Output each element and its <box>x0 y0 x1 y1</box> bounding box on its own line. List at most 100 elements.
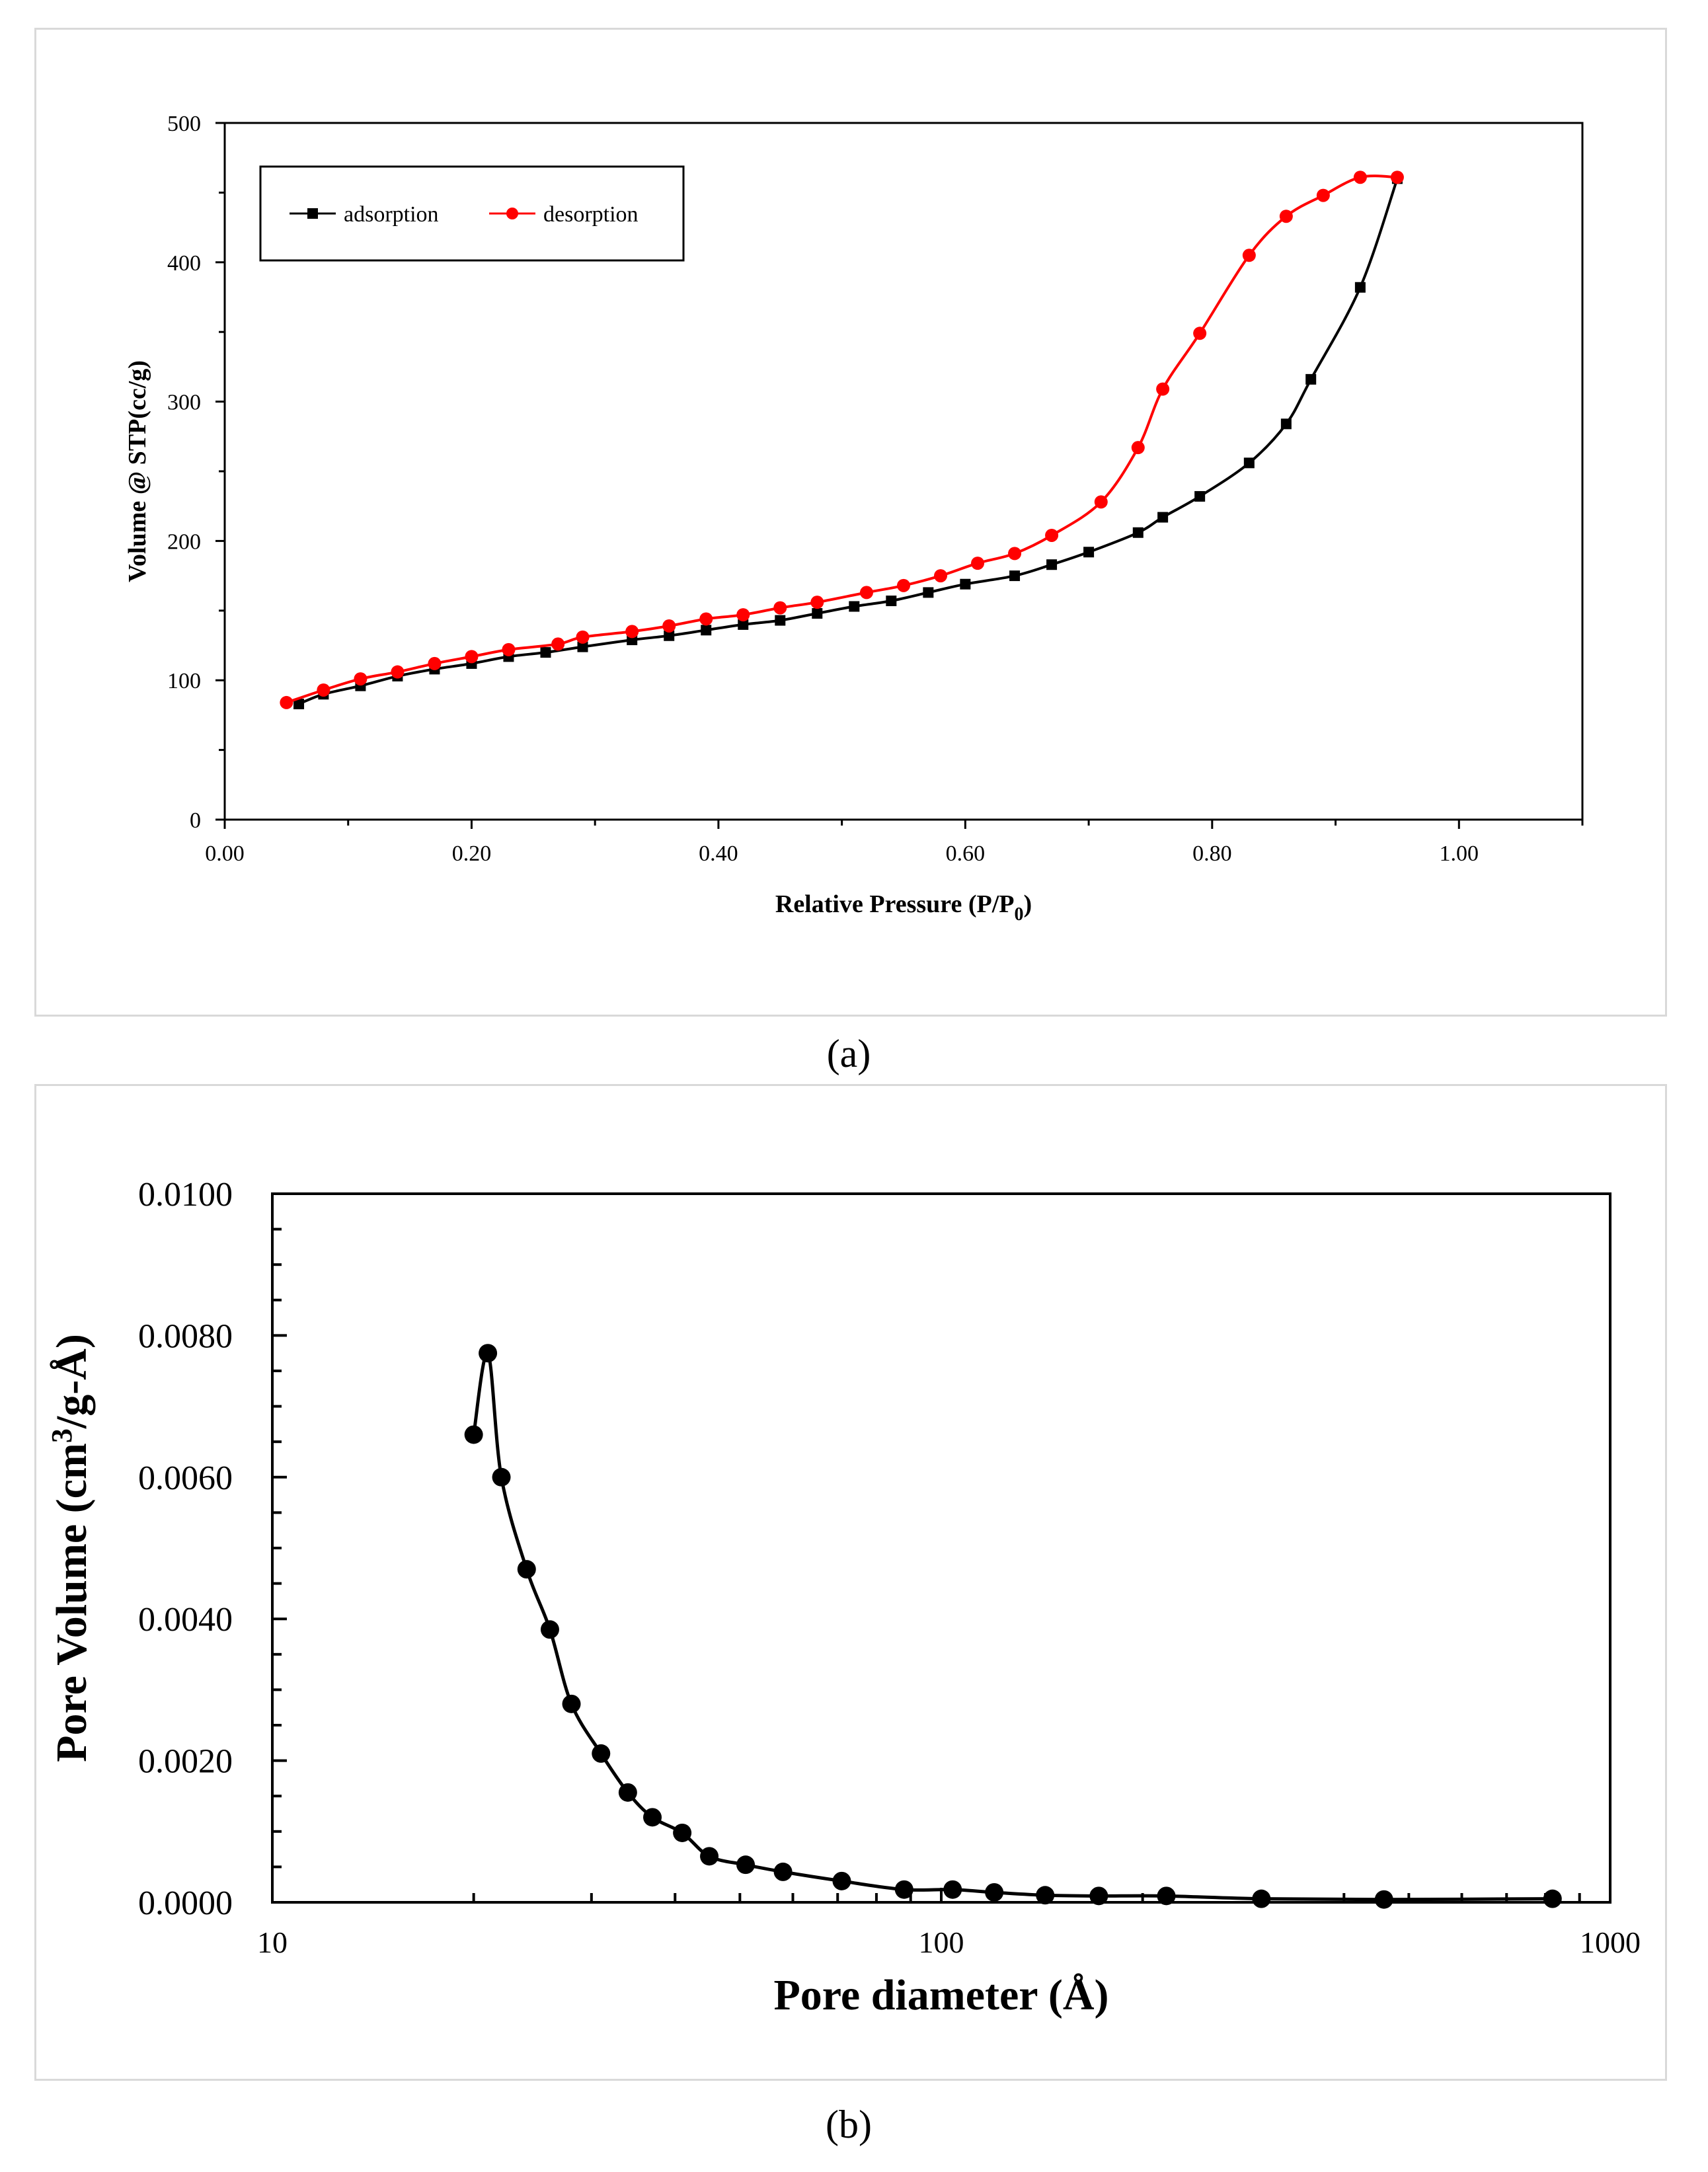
data-point-desorption <box>1242 249 1256 262</box>
data-point-desorption <box>859 586 873 600</box>
data-point-pore-volume <box>643 1808 662 1827</box>
data-point-pore-volume <box>894 1880 913 1899</box>
data-point-desorption <box>1390 171 1404 184</box>
data-point-adsorption <box>1083 547 1095 558</box>
data-point-desorption <box>1131 441 1145 455</box>
data-point-pore-volume <box>592 1744 611 1763</box>
y-axis-title-a: Volume @ STP(cc/g) <box>124 360 151 582</box>
data-point-adsorption <box>1305 373 1317 385</box>
data-point-adsorption <box>923 587 934 598</box>
data-point-desorption <box>971 557 985 570</box>
data-point-pore-volume <box>1157 1886 1176 1906</box>
x-tick-label-a: 0.20 <box>452 841 492 866</box>
panel-b-frame <box>34 1084 1667 2081</box>
x-tick-label-a: 0.40 <box>699 841 738 866</box>
y-tick-label-b: 0.0100 <box>138 1176 233 1214</box>
legend-marker-adsorption <box>307 208 318 219</box>
data-point-pore-volume <box>562 1694 581 1713</box>
x-tick-label-a: 0.00 <box>205 841 245 866</box>
data-point-pore-volume <box>700 1847 719 1866</box>
data-point-desorption <box>1156 382 1170 396</box>
data-point-desorption <box>1316 188 1330 202</box>
series-line-pore-volume <box>472 1351 1553 1902</box>
data-point-desorption <box>465 650 479 664</box>
y-axis-title-b-main: Pore Volume (cm <box>48 1443 96 1762</box>
data-point-adsorption <box>1046 559 1058 570</box>
x-axis-title-a-sub: 0 <box>1014 904 1023 925</box>
data-point-desorption <box>428 656 442 670</box>
x-tick-label-a: 0.80 <box>1192 841 1232 866</box>
x-tick-label-a: 1.00 <box>1440 841 1479 866</box>
data-point-desorption <box>699 612 713 626</box>
data-point-desorption <box>1045 528 1059 542</box>
caption-b: (b) <box>826 2103 872 2146</box>
data-point-pore-volume <box>1252 1889 1271 1908</box>
data-point-adsorption <box>812 608 823 619</box>
y-axis-title-b-end: /g-Å) <box>48 1334 96 1429</box>
data-point-desorption <box>502 642 516 656</box>
data-point-pore-volume <box>492 1467 511 1487</box>
x-axis-title-a-end: ) <box>1023 890 1032 918</box>
data-point-desorption <box>1353 171 1367 184</box>
y-tick-label-b: 0.0060 <box>138 1459 233 1497</box>
legend-label-desorption: desorption <box>543 202 639 227</box>
data-point-adsorption <box>1132 527 1144 538</box>
data-point-adsorption <box>293 699 305 710</box>
data-point-pore-volume <box>773 1862 793 1881</box>
series-group-b <box>464 1344 1562 1909</box>
data-point-pore-volume <box>540 1620 559 1639</box>
y-tick-label-a: 100 <box>167 669 201 693</box>
x-tick-label-b: 1000 <box>1580 1925 1641 1959</box>
data-point-desorption <box>391 665 405 679</box>
data-point-desorption <box>736 608 750 622</box>
x-axis-title-a: Relative Pressure (P/P0) <box>775 890 1032 925</box>
data-point-adsorption <box>701 625 712 636</box>
data-point-pore-volume <box>1374 1890 1393 1909</box>
x-tick-label-b: 10 <box>257 1925 288 1959</box>
data-point-pore-volume <box>736 1855 756 1875</box>
data-point-desorption <box>897 578 910 592</box>
data-point-adsorption <box>540 647 551 658</box>
data-point-adsorption <box>886 596 897 607</box>
series-group-a <box>280 171 1404 710</box>
caption-a: (a) <box>826 1032 871 1075</box>
data-point-adsorption <box>849 601 860 612</box>
y-tick-label-b: 0.0040 <box>138 1601 233 1639</box>
data-point-desorption <box>280 695 293 709</box>
data-point-adsorption <box>1194 490 1206 502</box>
legend-marker-desorption <box>506 208 518 219</box>
y-tick-label-b: 0.0000 <box>138 1884 233 1922</box>
chart-a: 0.00 0.20 0.40 0.60 0.80 1.00 0 100 200 300 400 500… <box>124 112 1584 925</box>
plot-area-b <box>271 1192 1611 1904</box>
y-tick-label-b: 0.0020 <box>138 1743 233 1781</box>
data-point-pore-volume <box>464 1425 483 1444</box>
axes-a: 0.00 0.20 0.40 0.60 0.80 1.00 0 100 200 300 400 500 <box>167 112 1584 866</box>
y-tick-label-a: 500 <box>167 112 201 136</box>
data-point-adsorption <box>1354 282 1366 293</box>
x-axis-title-a-main: Relative Pressure (P/P <box>775 890 1015 918</box>
y-axis-title-b: Pore Volume (cm3/g-Å) <box>46 1334 96 1762</box>
legend-a: adsorption desorption <box>259 165 685 262</box>
x-axis-title-b: Pore diameter (Å) <box>773 1971 1108 2019</box>
data-point-pore-volume <box>1089 1886 1108 1906</box>
data-point-adsorption <box>775 615 786 626</box>
axes-b: 10 100 1000 0.0000 0.0020 0.0040 0.0060 0.0080 0… <box>138 1176 1641 1959</box>
data-point-pore-volume <box>618 1783 637 1802</box>
data-point-adsorption <box>1009 570 1021 582</box>
y-tick-label-a: 400 <box>167 251 201 276</box>
data-point-desorption <box>1008 547 1022 561</box>
x-tick-label-b: 100 <box>919 1925 964 1959</box>
x-tick-label-a: 0.60 <box>946 841 986 866</box>
data-point-pore-volume <box>517 1560 536 1579</box>
y-tick-label-a: 300 <box>167 391 201 415</box>
data-point-desorption <box>317 683 330 697</box>
data-point-desorption <box>773 601 787 615</box>
chart-b: 10 100 1000 0.0000 0.0020 0.0040 0.0060 0.0080 0… <box>46 1176 1641 2019</box>
data-point-pore-volume <box>479 1344 498 1363</box>
data-point-pore-volume <box>673 1823 692 1842</box>
data-point-desorption <box>576 630 590 644</box>
data-point-adsorption <box>1280 418 1292 430</box>
y-tick-label-a: 0 <box>190 808 201 833</box>
data-point-adsorption <box>1243 457 1255 469</box>
